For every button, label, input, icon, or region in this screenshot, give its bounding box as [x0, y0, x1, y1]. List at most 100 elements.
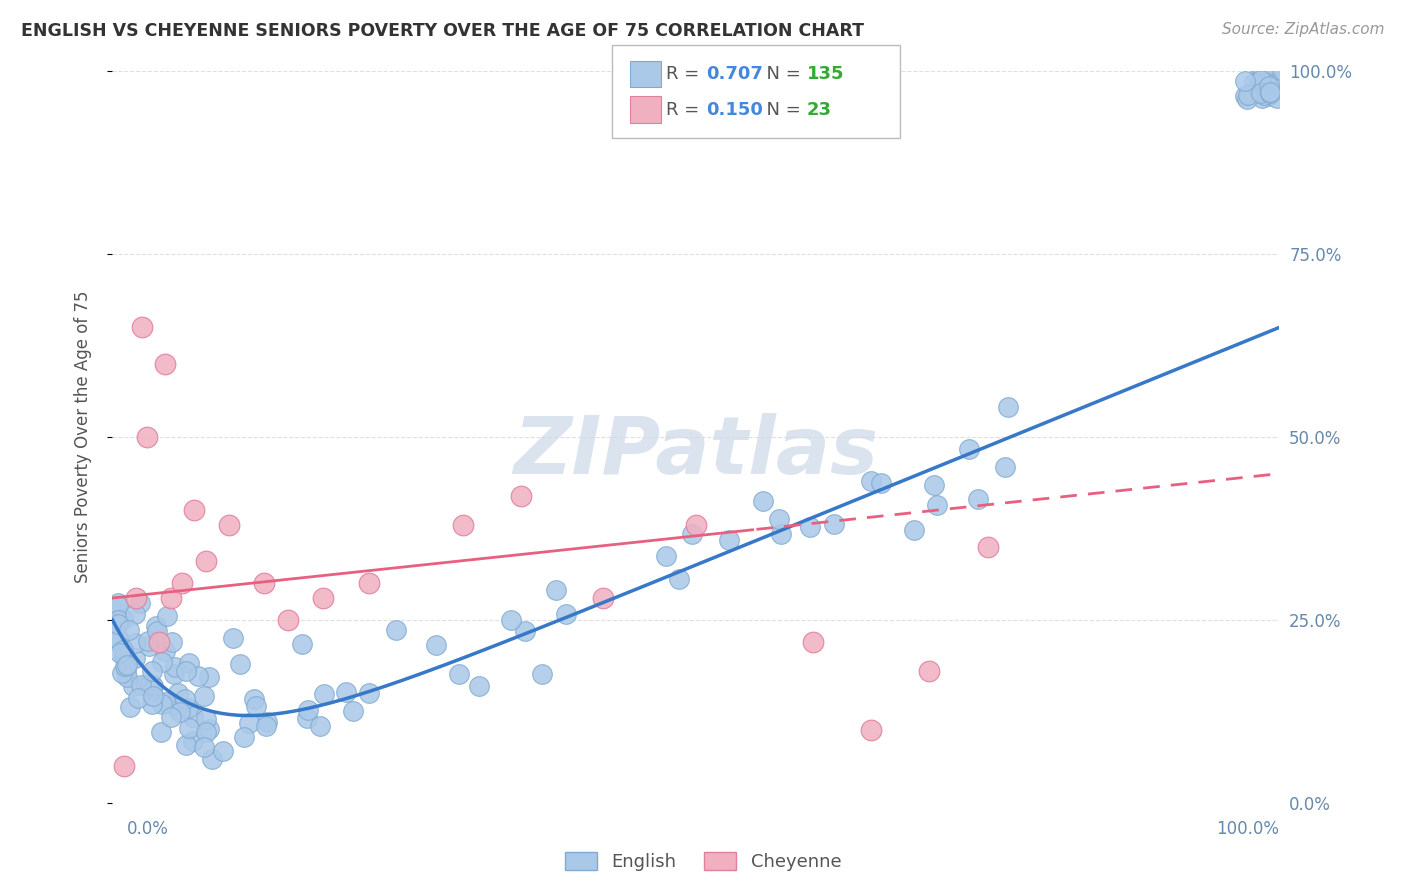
Point [136, 430, 159, 444]
Point [108, 632, 131, 646]
Point [112, 759, 135, 773]
Point [297, 703, 319, 717]
Point [685, 517, 707, 532]
Point [385, 624, 408, 638]
Point [150, 724, 173, 739]
Point [112, 643, 135, 657]
Point [187, 668, 209, 682]
Point [162, 635, 184, 649]
Point [253, 576, 276, 591]
Point [167, 686, 190, 700]
Point [163, 698, 186, 713]
Point [107, 596, 129, 610]
Point [1254, 76, 1277, 90]
Point [135, 678, 157, 692]
Text: ZIPatlas: ZIPatlas [513, 413, 879, 491]
Point [957, 442, 980, 456]
Point [124, 607, 146, 621]
Point [1243, 76, 1265, 90]
Point [359, 576, 381, 591]
Point [150, 655, 173, 669]
Point [1257, 89, 1279, 103]
Point [211, 744, 233, 758]
Point [342, 704, 364, 718]
Point [681, 527, 703, 541]
Point [335, 685, 357, 699]
Point [1258, 86, 1281, 100]
Point [114, 663, 136, 677]
Text: N =: N = [755, 65, 807, 83]
Point [1267, 83, 1289, 97]
Point [138, 634, 160, 648]
Point [141, 664, 163, 678]
Point [198, 723, 221, 737]
Point [153, 357, 176, 371]
Point [141, 683, 163, 698]
Text: ENGLISH VS CHEYENNE SENIORS POVERTY OVER THE AGE OF 75 CORRELATION CHART: ENGLISH VS CHEYENNE SENIORS POVERTY OVER… [21, 22, 865, 40]
Point [107, 613, 129, 627]
Point [194, 554, 217, 568]
Point [107, 632, 129, 646]
Text: 0.0%: 0.0% [127, 820, 169, 838]
Point [193, 740, 215, 755]
Point [291, 636, 314, 650]
Point [198, 670, 221, 684]
Point [513, 624, 536, 638]
Point [1251, 65, 1274, 79]
Point [172, 576, 194, 591]
Point [1236, 92, 1258, 106]
Text: 135: 135 [807, 65, 845, 83]
Point [823, 516, 845, 531]
Point [1250, 87, 1272, 101]
Point [245, 699, 267, 714]
Text: 0.707: 0.707 [706, 65, 762, 83]
Point [125, 591, 148, 605]
Point [1256, 73, 1278, 87]
Point [195, 712, 218, 726]
Point [229, 657, 252, 672]
Point [155, 643, 177, 657]
Point [859, 474, 882, 488]
Point [1257, 79, 1279, 94]
Point [425, 638, 447, 652]
Point [297, 711, 319, 725]
Point [112, 648, 135, 663]
Point [142, 689, 165, 703]
Point [233, 730, 256, 744]
Point [145, 619, 167, 633]
Point [449, 667, 471, 681]
Point [115, 670, 138, 684]
Point [922, 478, 945, 492]
Point [107, 599, 129, 614]
Point [118, 624, 141, 638]
Point [201, 752, 224, 766]
Point [1234, 88, 1257, 103]
Point [357, 685, 380, 699]
Legend: English, Cheyenne: English, Cheyenne [558, 845, 848, 879]
Point [1265, 68, 1288, 82]
Point [256, 714, 278, 729]
Point [531, 666, 554, 681]
Point [148, 635, 170, 649]
Point [1241, 85, 1264, 99]
Point [1234, 73, 1257, 87]
Text: 0.150: 0.150 [706, 101, 762, 119]
Y-axis label: Seniors Poverty Over the Age of 75: Seniors Poverty Over the Age of 75 [73, 291, 91, 583]
Text: R =: R = [666, 65, 706, 83]
Text: 100.0%: 100.0% [1216, 820, 1279, 838]
Point [238, 715, 260, 730]
Text: R =: R = [666, 101, 706, 119]
Point [173, 692, 195, 706]
Point [107, 617, 129, 632]
Point [1250, 73, 1272, 87]
Point [145, 624, 167, 638]
Point [752, 494, 775, 508]
Point [155, 695, 177, 709]
Point [181, 733, 204, 747]
Point [860, 723, 883, 737]
Text: N =: N = [755, 101, 807, 119]
Point [127, 690, 149, 705]
Point [142, 679, 165, 693]
Point [451, 517, 474, 532]
Point [150, 697, 173, 711]
